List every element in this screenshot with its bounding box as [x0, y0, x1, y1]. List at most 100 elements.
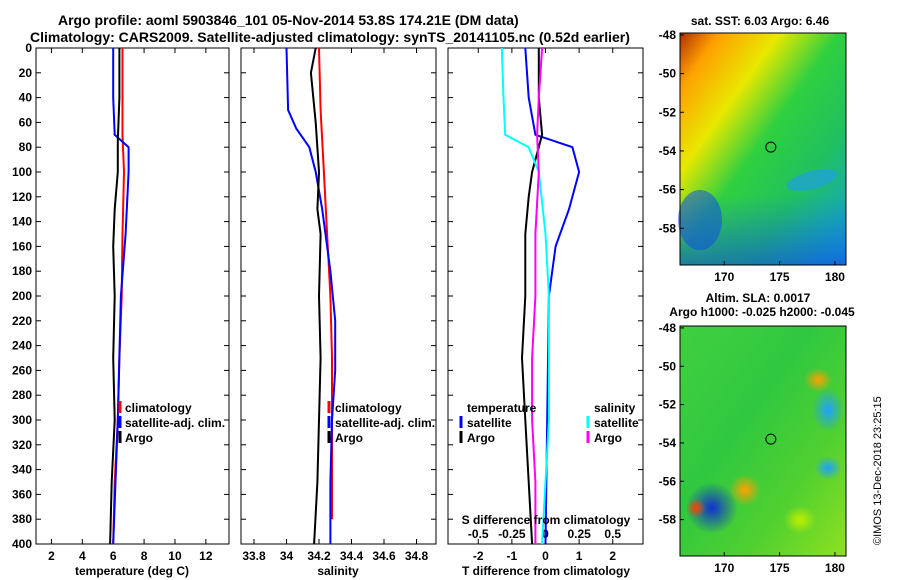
difference-legend: temperature satellite Argo salinity sate…: [459, 401, 639, 445]
legend-climatology-label: climatology: [125, 401, 192, 415]
y-tick-label: 220: [12, 314, 32, 328]
sla-map-high-blob: [686, 498, 706, 518]
y-tick-label: 260: [12, 363, 32, 377]
map-lon-label: 180: [825, 561, 845, 575]
legend-satellite-label: satellite-adj. clim.: [335, 416, 435, 430]
map-lat-label: -48: [659, 321, 677, 335]
difference-xlabel-temperature: T difference from climatology: [462, 564, 630, 578]
salinity-xlabel: salinity: [317, 564, 359, 578]
x-tick-label: 33.8: [242, 549, 266, 563]
map-lat-label: -52: [659, 398, 677, 412]
legend-climatology-label: climatology: [335, 401, 402, 415]
x-tick-label: 1: [576, 549, 583, 563]
x-tick-label: -1: [507, 549, 518, 563]
series-line-salinity-argo: [531, 47, 544, 544]
y-tick-label: 140: [12, 215, 32, 229]
y-tick-label: 80: [19, 140, 33, 154]
temperature-axes-frame: [35, 47, 230, 545]
x-tick-label: 34.8: [405, 549, 429, 563]
y-tick-label: 40: [19, 91, 33, 105]
map-lon-label: 175: [770, 270, 790, 284]
x-tick-label: 2: [48, 549, 55, 563]
legend-argo-label: Argo: [335, 431, 363, 445]
x-tick-label: 8: [141, 549, 148, 563]
y-tick-label: 340: [12, 463, 32, 477]
sst-map-ticks: -48 -50 -52 -54 -56 -58 170 175 180: [659, 28, 846, 284]
series-line-argo: [309, 47, 322, 545]
map-lat-label: -52: [659, 105, 677, 119]
argo-position-marker: [765, 141, 777, 153]
sla-map-low-blob: [686, 482, 738, 534]
temperature-panel: 0 20 40 60 80 100 120 140 160 180 200 220 240 260 280 3…: [12, 41, 230, 578]
salinity-legend: climatology satellite-adj. clim. Argo: [327, 401, 435, 445]
map-lon-label: 175: [770, 561, 790, 575]
x-tick-label: -2: [473, 549, 484, 563]
legend-argo-label: Argo: [125, 431, 153, 445]
legend-salinity-header: salinity: [594, 401, 636, 415]
title-line-1: Argo profile: aoml 5903846_101 05-Nov-20…: [58, 12, 519, 28]
series-line-argo: [109, 48, 121, 545]
y-tick-label: 320: [12, 438, 32, 452]
x-tick-label: 0: [542, 549, 549, 563]
temperature-xlabel: temperature (deg C): [75, 564, 189, 578]
map-lat-label: -58: [659, 221, 677, 235]
difference-xlabel-salinity: S difference from climatology: [462, 513, 631, 527]
map-lat-label: -48: [659, 28, 677, 42]
y-tick-label: 240: [12, 339, 32, 353]
temperature-series: [109, 48, 130, 545]
y-tick-label: 280: [12, 388, 32, 402]
temperature-legend: climatology satellite-adj. clim. Argo: [118, 401, 225, 445]
y-tick-label: 180: [12, 264, 32, 278]
sla-map: Altim. SLA: 0.0017 Argo h1000: -0.025 h2…: [659, 291, 855, 575]
salinity-panel: 33.8 34 34.2 34.4 34.6 34.8 climatology satel…: [240, 47, 437, 578]
salinity-ticks: 33.8 34 34.2 34.4 34.6 34.8: [241, 47, 436, 563]
map-lat-label: -58: [659, 513, 677, 527]
series-line-satellite-adj-clim-: [112, 48, 130, 545]
sla-map-high-blob: [729, 474, 761, 506]
y-tick-label: 360: [12, 487, 32, 501]
title-line-2: Climatology: CARS2009. Satellite-adjuste…: [30, 29, 630, 45]
x-tick-label: 6: [110, 549, 117, 563]
y-tick-label: 160: [12, 239, 32, 253]
x-tick-label: 2: [609, 549, 616, 563]
series-line-satellite-adj-clim-: [285, 47, 337, 544]
argo-position-marker: [765, 433, 777, 445]
map-lat-label: -50: [659, 359, 677, 373]
difference-axes-frame: [447, 47, 644, 545]
series-line-temperature-argo: [520, 48, 544, 545]
x-tick-label: 34.4: [340, 549, 364, 563]
sla-map-title: Altim. SLA: 0.0017: [706, 291, 811, 305]
y-tick-label: 300: [12, 413, 32, 427]
y-tick-label: 0: [25, 41, 32, 55]
map-lat-label: -54: [659, 436, 677, 450]
sla-map-ticks: -48 -50 -52 -54 -56 -58 170 175 180: [659, 321, 846, 575]
map-lon-label: 170: [714, 270, 734, 284]
map-lon-label: 170: [714, 561, 734, 575]
sla-map-low-blob: [812, 388, 844, 432]
legend-temp-satellite-label: satellite: [467, 416, 512, 430]
sla-map-subtitle: Argo h1000: -0.025 h2000: -0.045: [669, 305, 855, 319]
x-tick-label: 34.2: [307, 549, 331, 563]
difference-series: [500, 47, 581, 545]
series-line-climatology: [318, 47, 333, 520]
sla-map-frame: [679, 325, 847, 557]
difference-panel: -2 -1 0 1 2-0.5 -0.25 0 0.25 0.5 temperature sat…: [447, 47, 644, 578]
y-tick-label: 200: [12, 289, 32, 303]
x-tick-label-secondary: 0.5: [604, 527, 621, 541]
sla-map-low-blob: [814, 456, 842, 480]
map-lat-label: -50: [659, 67, 677, 81]
series-line-salinity-satellite: [500, 47, 550, 545]
sst-map-title: sat. SST: 6.03 Argo: 6.46: [691, 14, 830, 28]
y-tick-label: 380: [12, 512, 32, 526]
x-tick-label: 4: [79, 549, 86, 563]
sla-map-high-blob: [784, 506, 816, 534]
legend-temp-argo-label: Argo: [467, 431, 495, 445]
x-tick-label: 34.6: [372, 549, 396, 563]
legend-satellite-label: satellite-adj. clim.: [125, 416, 225, 430]
sst-map-eddy: [786, 169, 838, 191]
y-tick-label: 120: [12, 190, 32, 204]
legend-sal-argo-label: Argo: [594, 431, 622, 445]
y-tick-label: 100: [12, 165, 32, 179]
legend-temperature-header: temperature: [467, 401, 537, 415]
map-lat-label: -56: [659, 183, 677, 197]
